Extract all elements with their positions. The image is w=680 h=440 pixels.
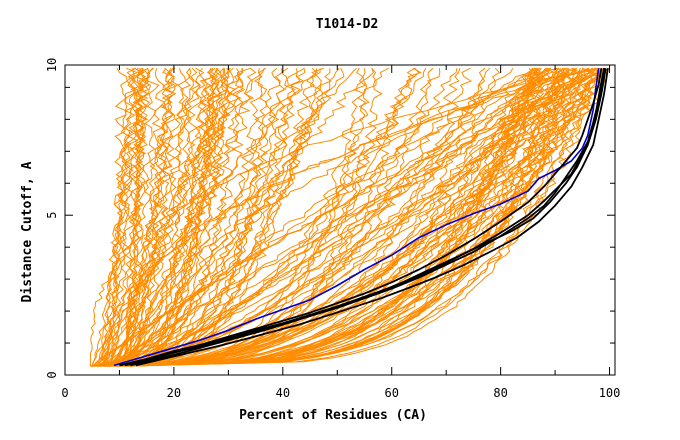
model-curve	[92, 67, 202, 367]
model-curve	[104, 68, 322, 367]
series-line-reference-3	[119, 68, 605, 367]
model-curve	[129, 67, 357, 367]
model-curve	[123, 67, 252, 367]
x-tick-label: 100	[599, 386, 621, 400]
chart-title: T1014-D2	[316, 17, 379, 32]
model-curve	[99, 68, 461, 367]
series-layer	[89, 67, 610, 367]
x-tick-label: 80	[493, 386, 507, 400]
model-curve	[97, 68, 603, 367]
model-curve	[94, 67, 138, 367]
model-curve	[109, 68, 544, 367]
model-curve	[120, 67, 577, 367]
plot-frame	[64, 64, 616, 376]
x-axis-label: Percent of Residues (CA)	[239, 408, 427, 423]
model-curve	[120, 68, 567, 367]
series-line-reference-5	[135, 68, 609, 367]
y-tick-label: 5	[45, 212, 59, 219]
model-curve	[131, 67, 549, 367]
model-curve	[109, 67, 597, 367]
model-curve	[94, 67, 605, 367]
model-curve	[102, 67, 231, 367]
model-curve	[102, 67, 590, 367]
model-curve	[92, 67, 281, 367]
model-curve	[128, 67, 568, 367]
model-curve	[125, 67, 152, 367]
model-curve	[122, 68, 148, 367]
model-curve	[92, 67, 577, 367]
model-curve	[106, 68, 219, 367]
model-curve	[124, 67, 567, 367]
model-curve	[92, 67, 377, 367]
model-curve	[104, 67, 551, 367]
model-curve	[95, 67, 486, 367]
model-curve	[124, 67, 427, 367]
model-curve	[121, 67, 608, 367]
y-tick-label: 0	[45, 371, 59, 378]
model-curve	[92, 68, 551, 367]
model-curve	[127, 67, 597, 367]
model-curve	[106, 67, 216, 367]
model-curve	[130, 67, 541, 367]
model-curve	[123, 67, 564, 367]
model-curve	[107, 67, 551, 367]
model-curve	[97, 67, 214, 367]
y-tick-label: 10	[45, 58, 59, 72]
model-curve	[111, 68, 227, 367]
model-curve	[97, 68, 265, 367]
model-curve	[133, 68, 246, 367]
model-curve	[115, 67, 501, 367]
series-line-highlight	[113, 68, 600, 367]
model-curve	[101, 68, 136, 367]
model-curve	[119, 67, 145, 367]
model-curve	[91, 67, 151, 367]
model-curve	[116, 68, 306, 367]
x-tick-label: 0	[61, 386, 68, 400]
x-tick-label: 20	[167, 386, 181, 400]
model-curve	[121, 67, 594, 367]
model-curve	[127, 67, 563, 367]
y-axis-label: Distance Cutoff, A	[20, 161, 35, 302]
series-line-reference-4	[130, 68, 607, 367]
model-curve	[94, 67, 536, 367]
model-curves-group	[89, 67, 610, 367]
model-curve	[93, 67, 599, 367]
model-curve	[89, 67, 599, 367]
tick-layer: 0 20 40 60 80 100 0 5 10	[45, 58, 620, 400]
model-curve	[118, 67, 558, 367]
model-curve	[104, 67, 577, 367]
model-curve	[117, 67, 564, 367]
model-curve	[112, 67, 179, 367]
x-tick-label: 40	[276, 386, 290, 400]
model-curve	[105, 67, 593, 367]
x-tick-label: 60	[385, 386, 399, 400]
model-curve	[100, 67, 434, 367]
model-curve	[121, 68, 299, 367]
model-curve	[111, 67, 608, 367]
series-line-reference-1	[119, 68, 603, 367]
